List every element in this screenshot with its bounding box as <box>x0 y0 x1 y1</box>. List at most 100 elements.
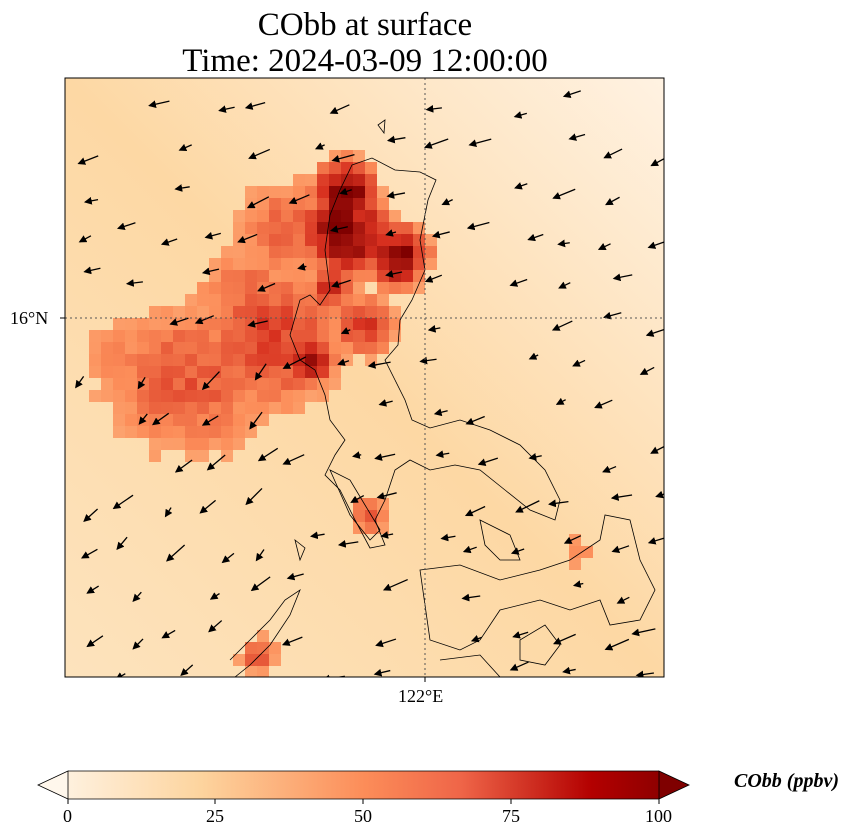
plume-cell <box>317 222 329 234</box>
plume-cell <box>365 186 377 198</box>
plume-cell <box>149 438 161 450</box>
plume-cell <box>113 426 125 438</box>
plume-cell <box>269 642 281 654</box>
plume-cell <box>185 354 197 366</box>
plume-cell <box>293 234 305 246</box>
plume-cell <box>353 282 365 294</box>
wind-arrow <box>116 536 128 551</box>
plume-cell <box>209 294 221 306</box>
plume-cell <box>209 258 221 270</box>
plume-cell <box>257 654 269 666</box>
plume-cell <box>377 210 389 222</box>
wind-arrow <box>166 544 186 562</box>
plume-cell <box>401 270 413 282</box>
plume-cell <box>425 246 437 258</box>
wind-arrow <box>477 457 499 466</box>
plume-cell <box>281 402 293 414</box>
plume-cell <box>161 402 173 414</box>
plume-cell <box>389 234 401 246</box>
wind-arrow <box>645 328 664 337</box>
wind-arrow <box>367 361 391 369</box>
plume-cell <box>197 426 209 438</box>
plume-cell <box>377 198 389 210</box>
plume-cell <box>317 354 329 366</box>
plume-cell <box>317 270 329 282</box>
plume-cell <box>197 402 209 414</box>
wind-arrow <box>248 148 271 160</box>
wind-arrow <box>605 196 620 206</box>
plume-cell <box>389 318 401 330</box>
wind-arrow <box>431 230 450 239</box>
wind-arrow <box>612 273 633 282</box>
plume-cell <box>293 402 305 414</box>
plume-cell <box>329 198 341 210</box>
wind-arrow <box>514 182 528 190</box>
wind-arrow <box>425 105 442 113</box>
plume-cell <box>365 246 377 258</box>
wind-arrow <box>435 450 450 459</box>
plume-cell <box>161 366 173 378</box>
wind-arrow <box>375 638 397 648</box>
plume-cell <box>257 354 269 366</box>
plume-cell <box>173 426 185 438</box>
plume-cell <box>245 306 257 318</box>
wind-arrow <box>86 635 104 648</box>
plume-cell <box>317 390 329 402</box>
map-frame <box>64 77 665 678</box>
wind-arrow <box>424 274 443 283</box>
plume-cell <box>221 258 233 270</box>
plume-cell <box>197 294 209 306</box>
plume-cell <box>353 174 365 186</box>
plume-cell <box>341 162 353 174</box>
plume-cell <box>377 234 389 246</box>
plume-cell <box>233 366 245 378</box>
plume-cell <box>281 282 293 294</box>
plume-cell <box>173 306 185 318</box>
plume-cell <box>173 330 185 342</box>
plume-cell <box>233 330 245 342</box>
plume-cell <box>401 258 413 270</box>
colorbar-tick: 75 <box>502 806 520 826</box>
plume-cell <box>185 438 197 450</box>
colorbar-tick: 0 <box>63 806 72 826</box>
plume-cell <box>365 498 377 510</box>
wind-arrow <box>209 592 220 600</box>
plume-cell <box>341 198 353 210</box>
plume-cell <box>173 414 185 426</box>
wind-arrow <box>441 198 453 206</box>
plume-cell <box>329 378 341 390</box>
plume-cell <box>125 318 137 330</box>
wind-vectors <box>75 90 664 697</box>
plume-cell <box>305 306 317 318</box>
plume-cell <box>413 234 425 246</box>
plume-cell <box>221 270 233 282</box>
plume-cell <box>257 234 269 246</box>
plume-cell <box>125 414 137 426</box>
plume-cell <box>101 330 113 342</box>
wind-arrow <box>386 191 406 199</box>
plume-cell <box>269 366 281 378</box>
plume-cell <box>89 342 101 354</box>
plume-cell <box>209 402 221 414</box>
plume-cell <box>281 390 293 402</box>
plume-cell <box>257 318 269 330</box>
plume-cell <box>377 306 389 318</box>
wind-arrow <box>221 552 235 564</box>
wind-arrow <box>563 535 582 544</box>
plume-cell <box>89 330 101 342</box>
plume-cell <box>281 378 293 390</box>
plume-cell <box>365 330 377 342</box>
plume-cell <box>293 366 305 378</box>
wind-arrow <box>378 399 393 407</box>
plume-cell <box>137 318 149 330</box>
plume-cell <box>305 198 317 210</box>
plume-cell <box>185 294 197 306</box>
wind-arrow <box>557 239 570 248</box>
plume-cell <box>269 654 281 666</box>
plume-cell <box>245 234 257 246</box>
plume-cell <box>269 270 281 282</box>
plume-cell <box>317 330 329 342</box>
wind-arrow <box>555 397 566 405</box>
plume-cell <box>269 258 281 270</box>
wind-arrow <box>199 683 216 697</box>
